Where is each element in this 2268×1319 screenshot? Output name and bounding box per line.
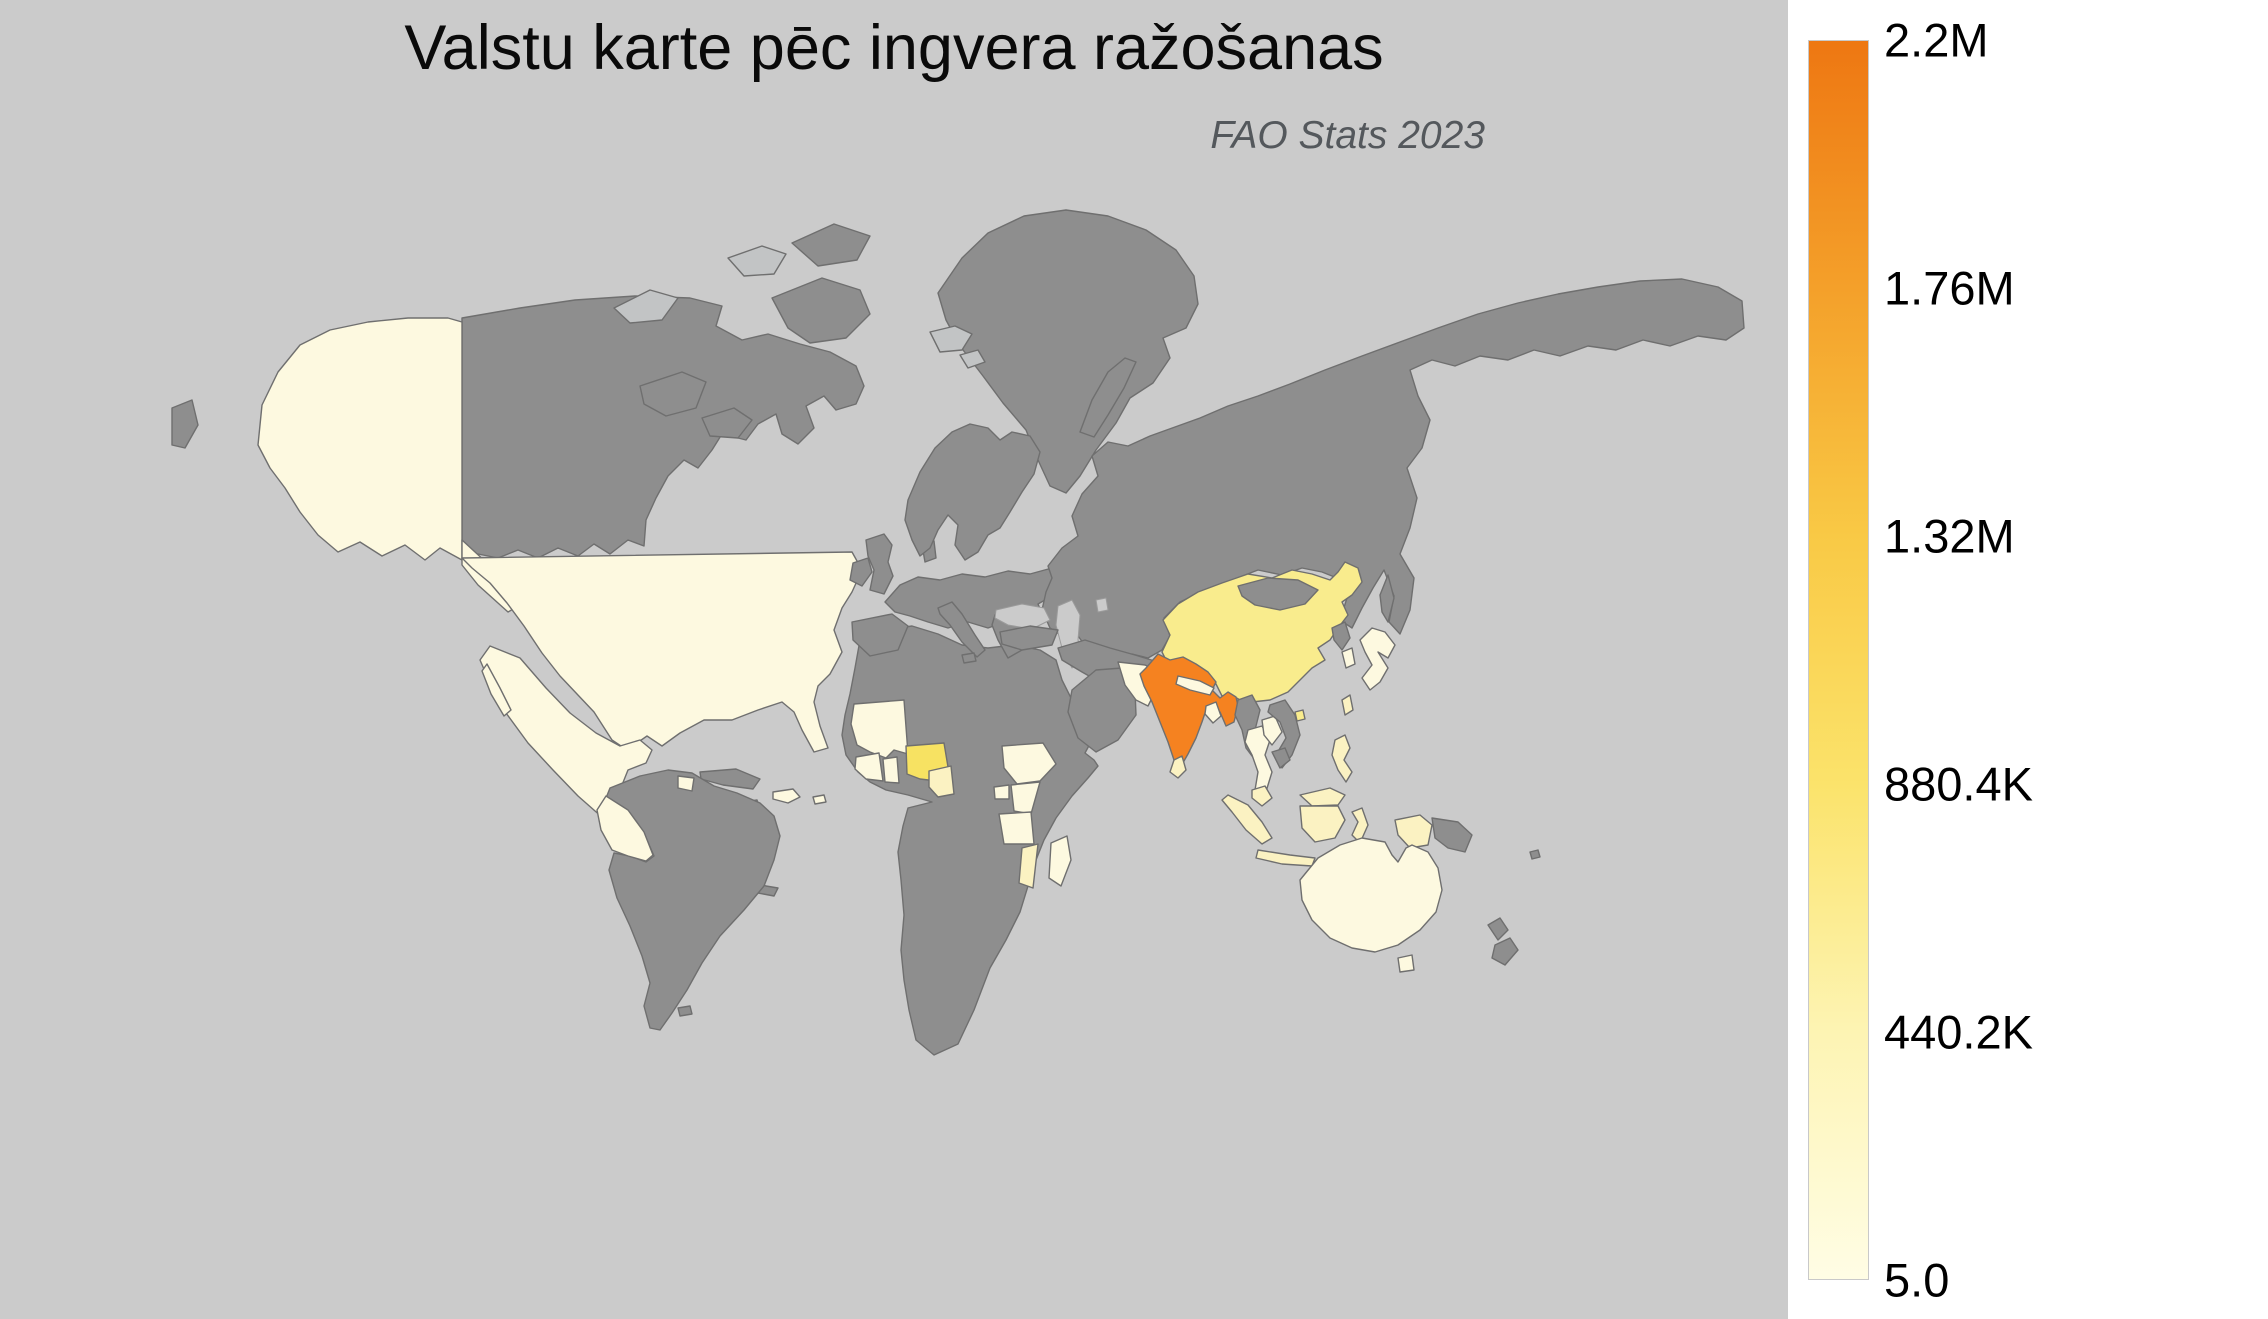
country-indonesia-sumatra[interactable] [1221, 794, 1273, 845]
legend-tick-3: 1.32M [1884, 509, 2015, 563]
aral-sea [1095, 597, 1109, 613]
country-italy[interactable] [937, 601, 986, 658]
island-alt-1 [613, 289, 679, 324]
country-arctic-island-2[interactable] [701, 407, 753, 439]
country-puerto-rico[interactable] [812, 794, 827, 805]
country-scandinavia[interactable] [904, 423, 1041, 561]
country-cameroon[interactable] [928, 765, 955, 798]
country-south-korea[interactable] [1341, 647, 1356, 669]
country-indonesia-papua[interactable] [1394, 814, 1433, 849]
legend-tick-2: 1.76M [1884, 261, 2015, 315]
country-madagascar[interactable] [1048, 835, 1072, 887]
country-ellesmere-island[interactable] [791, 223, 871, 267]
country-uk[interactable] [865, 533, 894, 595]
country-indonesia-sulawesi[interactable] [1351, 807, 1369, 844]
color-legend: 2.2M 1.76M 1.32M 880.4K 440.2K 5.0 [1788, 0, 2268, 1319]
legend-tick-5: 440.2K [1884, 1005, 2033, 1059]
country-bangladesh[interactable] [1204, 701, 1222, 724]
country-vietnam[interactable] [1267, 699, 1301, 769]
legend-tick-max: 2.2M [1884, 13, 1989, 67]
legend-colorbar [1808, 40, 1869, 1280]
country-peru[interactable] [596, 795, 654, 862]
country-south-america-gray[interactable] [605, 769, 781, 1031]
country-taiwan[interactable] [1341, 694, 1354, 716]
country-malaysia[interactable] [1251, 785, 1273, 807]
country-nepal[interactable] [1175, 675, 1215, 696]
country-indonesia-borneo[interactable] [1299, 805, 1346, 843]
country-chukotka-fragment[interactable] [171, 399, 199, 449]
black-sea [994, 603, 1051, 630]
country-canada[interactable] [461, 295, 865, 559]
legend-tick-4: 880.4K [1884, 757, 2033, 811]
country-arctic-island-1[interactable] [639, 371, 707, 417]
country-falklands[interactable] [677, 1005, 693, 1017]
country-sicily[interactable] [961, 652, 977, 664]
country-mozambique[interactable] [1018, 843, 1039, 889]
country-sri-lanka[interactable] [1169, 755, 1187, 779]
country-tasmania[interactable] [1397, 954, 1415, 973]
country-india[interactable] [1139, 653, 1239, 769]
country-turkey[interactable] [999, 625, 1059, 651]
country-guyana[interactable] [677, 775, 695, 792]
country-cote-divoire[interactable] [854, 752, 884, 782]
country-iberia[interactable] [851, 613, 909, 657]
country-cambodia[interactable] [1271, 747, 1291, 769]
island-alt-2 [727, 245, 787, 277]
country-philippines[interactable] [1331, 734, 1353, 783]
country-novaya-zemlya[interactable] [1079, 357, 1137, 438]
country-svalbard-2 [959, 349, 986, 369]
country-hispaniola[interactable] [772, 788, 801, 804]
country-new-zealand-north[interactable] [1487, 917, 1509, 941]
country-mongolia[interactable] [1237, 577, 1319, 611]
country-new-zealand-south[interactable] [1491, 937, 1519, 966]
country-usa-alaska[interactable] [257, 317, 463, 561]
country-tanzania[interactable] [998, 811, 1035, 845]
country-mexico-baja[interactable] [481, 663, 512, 717]
country-fiji[interactable] [1529, 849, 1541, 860]
country-svalbard-1 [929, 325, 973, 353]
map-panel: Valstu karte pēc ingvera ražošanas FAO S… [0, 0, 1788, 1319]
country-usa[interactable] [461, 551, 863, 753]
country-ireland[interactable] [849, 557, 873, 587]
country-north-korea[interactable] [1331, 621, 1351, 651]
world-map [171, 209, 1745, 1056]
country-australia[interactable] [1299, 837, 1443, 953]
country-indonesia-java[interactable] [1255, 849, 1316, 867]
country-ethiopia[interactable] [1001, 742, 1057, 785]
country-greenland[interactable] [937, 209, 1199, 494]
country-baffin-island[interactable] [771, 277, 871, 344]
country-japan[interactable] [1359, 627, 1396, 691]
country-arabia[interactable] [1067, 667, 1137, 753]
country-sakhalin[interactable] [1379, 574, 1395, 623]
country-papua-new-guinea[interactable] [1431, 817, 1473, 853]
country-malaysia-borneo[interactable] [1299, 787, 1346, 807]
legend-tick-min: 5.0 [1884, 1253, 1950, 1307]
chart-subtitle: FAO Stats 2023 [1210, 114, 1485, 157]
chart-title: Valstu karte pēc ingvera ražošanas [404, 13, 1384, 83]
country-ghana[interactable] [882, 756, 900, 784]
country-uganda[interactable] [993, 784, 1010, 800]
